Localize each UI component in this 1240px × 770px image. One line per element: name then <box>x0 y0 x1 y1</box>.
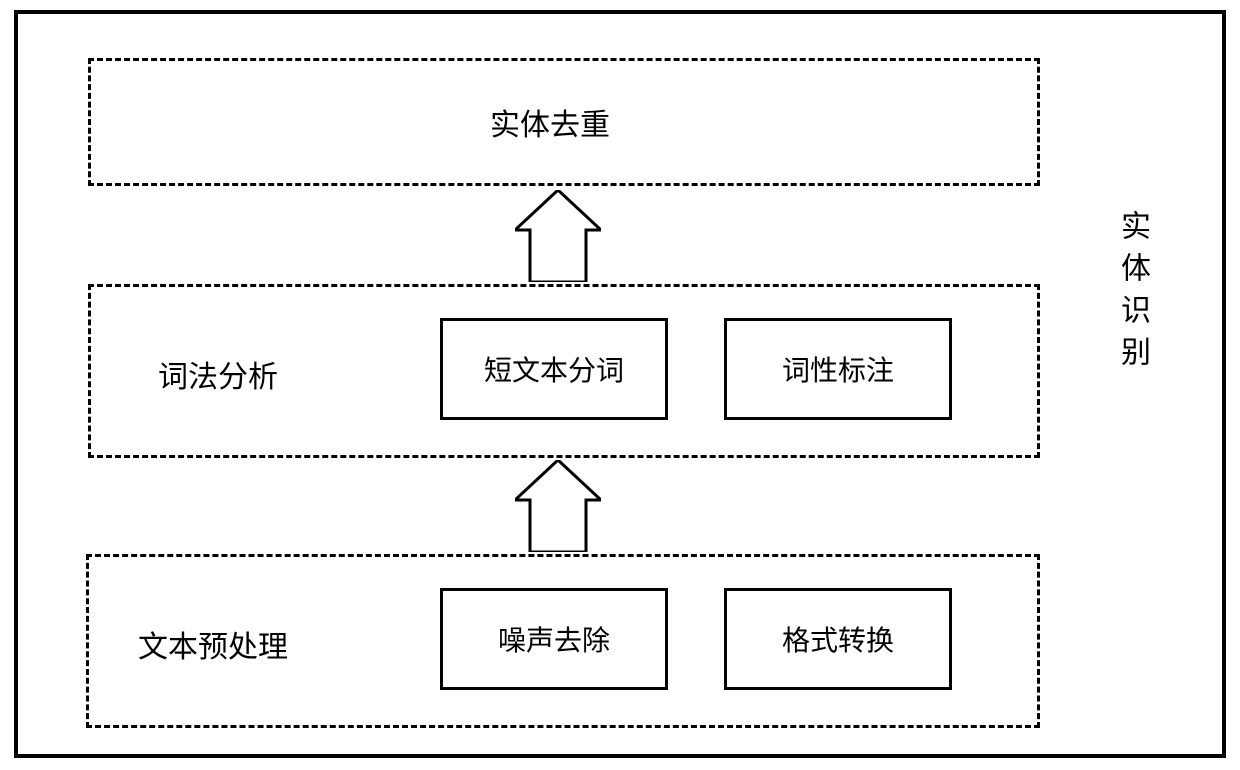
box-noise-removal-label: 噪声去除 <box>498 619 610 659</box>
stage-dedup-title: 实体去重 <box>490 100 610 144</box>
box-format-convert-label: 格式转换 <box>782 619 894 659</box>
arrow-preprocess-to-lexical <box>515 460 601 552</box>
diagram-side-label: 实体识别 <box>1110 210 1154 378</box>
box-noise-removal: 噪声去除 <box>440 588 668 690</box>
box-format-convert: 格式转换 <box>724 588 952 690</box>
box-segmentation-label: 短文本分词 <box>484 349 624 389</box>
box-segmentation: 短文本分词 <box>440 318 668 420</box>
box-pos-tagging: 词性标注 <box>724 318 952 420</box>
stage-lexical-title: 词法分析 <box>158 352 278 396</box>
box-pos-tagging-label: 词性标注 <box>782 349 894 389</box>
arrow-lexical-to-dedup <box>515 190 601 282</box>
stage-preprocess-title: 文本预处理 <box>138 622 288 666</box>
